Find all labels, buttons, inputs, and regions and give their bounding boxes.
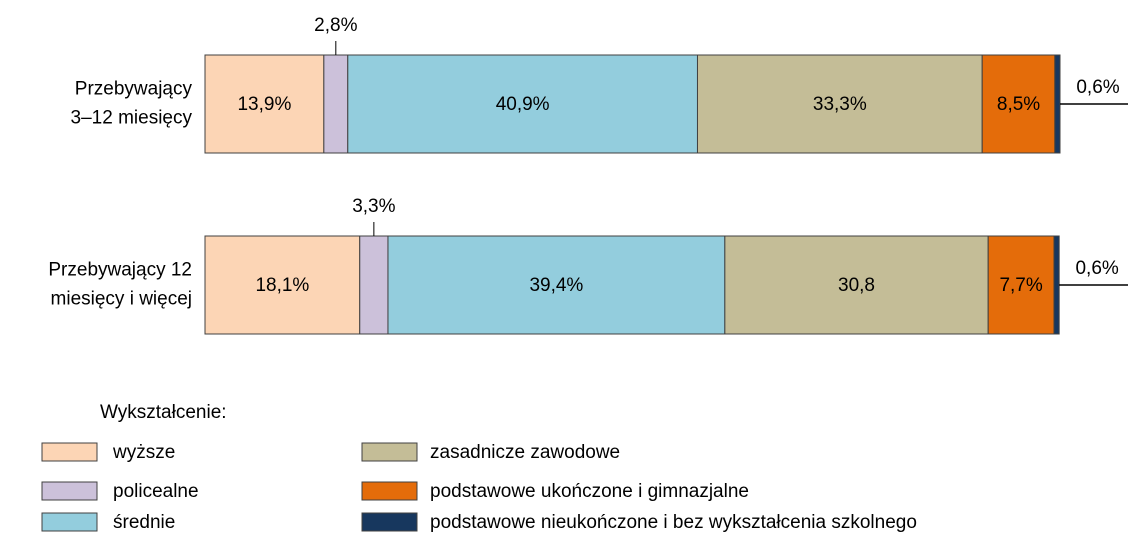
value-label: 18,1% [255, 275, 309, 296]
legend-swatch [41, 512, 98, 532]
bar-segment [1054, 54, 1061, 154]
category-label: Przebywający 12 [48, 260, 192, 281]
value-label: 30,8 [838, 275, 875, 296]
legend-swatch [361, 481, 418, 501]
value-label: 13,9% [237, 94, 291, 115]
bar-segment [724, 235, 989, 335]
bar-segment [1053, 235, 1060, 335]
bar-segment [387, 235, 726, 335]
value-label: 0,6% [1076, 77, 1119, 98]
legend-swatch [361, 442, 418, 462]
legend-label: podstawowe nieukończone i bez wykształce… [430, 512, 917, 533]
category-label: Przebywający [75, 79, 193, 100]
bar-segment [696, 54, 983, 154]
value-label: 8,5% [997, 94, 1040, 115]
legend-label: podstawowe ukończone i gimnazjalne [430, 481, 749, 502]
legend-swatch [361, 512, 418, 532]
bar-segment [347, 54, 698, 154]
bar-segment [323, 54, 349, 154]
value-label: 40,9% [496, 94, 550, 115]
legend-swatch [41, 442, 98, 462]
category-label: 3–12 miesięcy [71, 108, 193, 129]
legend-title: Wykształcenie: [100, 402, 227, 423]
legend-label: średnie [113, 512, 175, 533]
bar-segment [359, 235, 389, 335]
bar-segment [204, 54, 325, 154]
value-label: 2,8% [314, 15, 357, 36]
value-label: 39,4% [529, 275, 583, 296]
value-label: 0,6% [1075, 258, 1118, 279]
value-label: 7,7% [999, 275, 1042, 296]
value-label: 33,3% [813, 94, 867, 115]
legend-label: policealne [113, 481, 199, 502]
value-label: 3,3% [352, 196, 395, 217]
category-label: miesięcy i więcej [51, 289, 192, 310]
bar-segment [987, 235, 1055, 335]
legend-label: wyższe [112, 442, 175, 463]
legend-label: zasadnicze zawodowe [430, 442, 620, 463]
legend-swatch [41, 481, 98, 501]
